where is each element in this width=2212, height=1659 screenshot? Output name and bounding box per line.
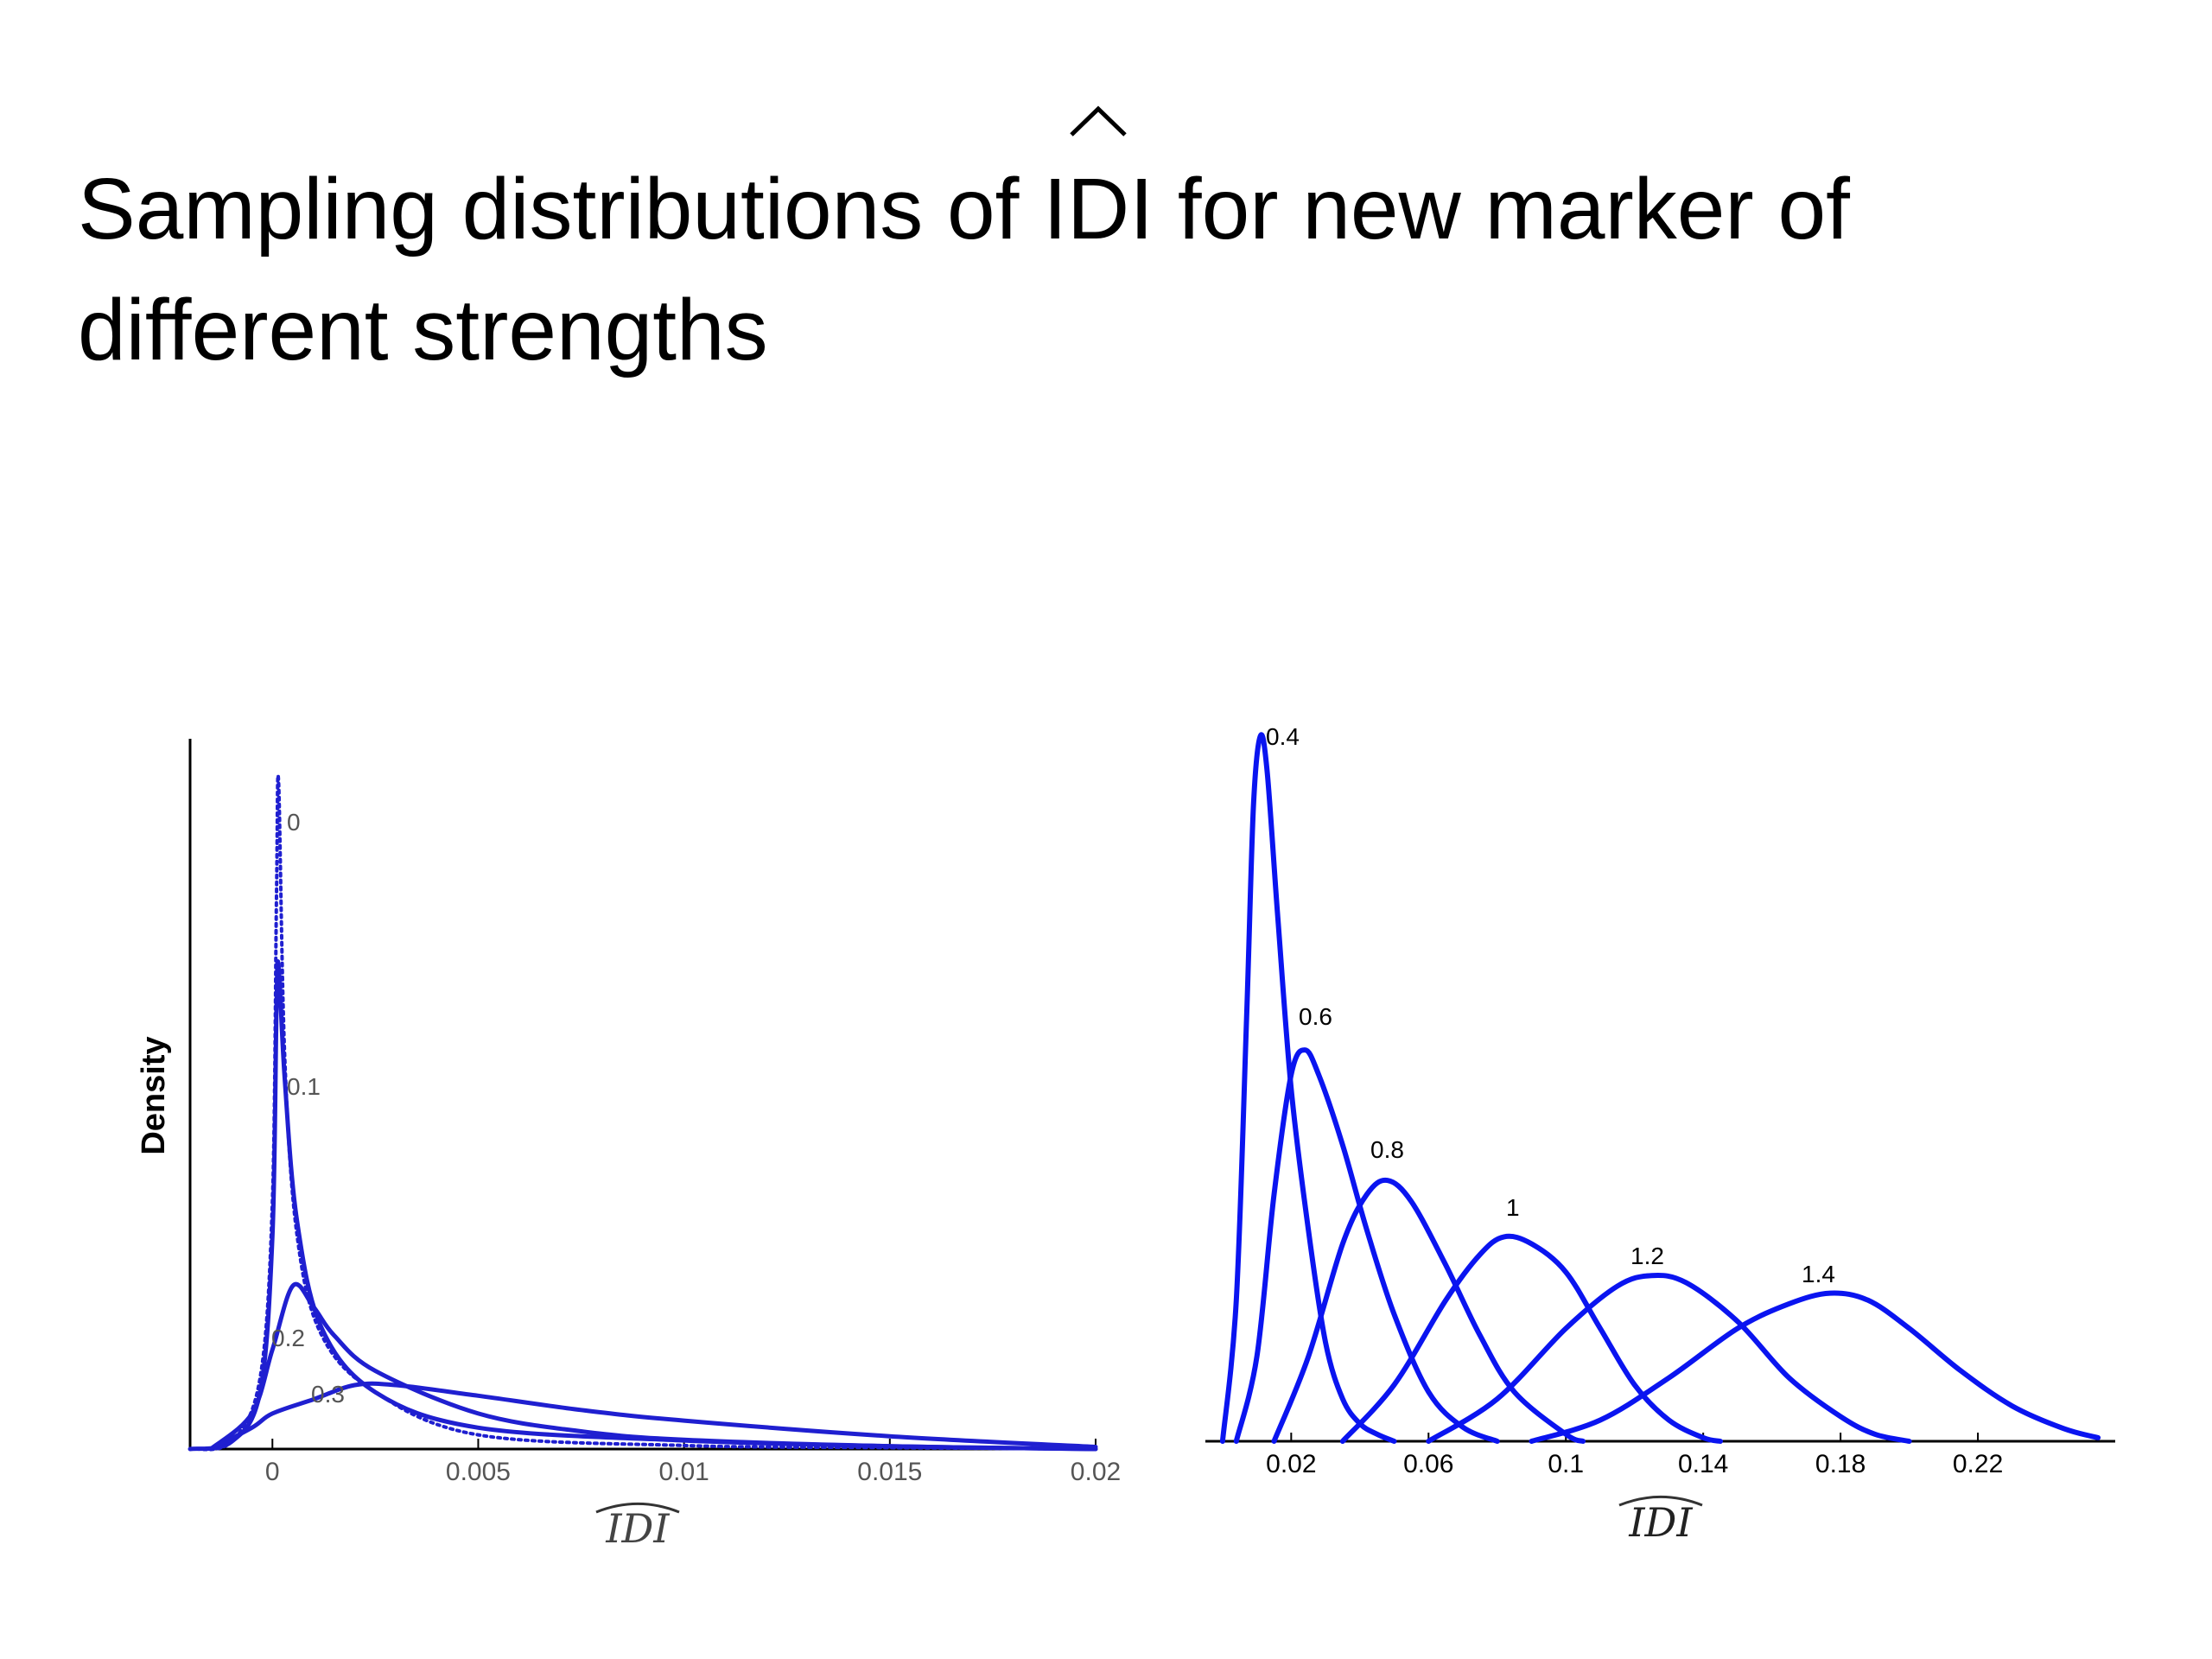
curve-label: 0.2: [271, 1325, 305, 1351]
curve-0.3: [208, 1381, 1098, 1452]
curve-0: [188, 773, 1097, 1452]
curve-1: [1339, 1233, 1723, 1444]
curve-label: 0.4: [1266, 723, 1300, 750]
curve-0.6: [1233, 1047, 1500, 1444]
curve-1.2: [1426, 1272, 1912, 1444]
curve-1.4: [1529, 1290, 2101, 1444]
x-tick-label: 0.18: [1815, 1450, 1866, 1478]
x-tick-label: 0.02: [1266, 1450, 1316, 1478]
slide-title-part1: Sampling distributions of: [78, 161, 1044, 257]
slide-title-part2: for new marker of different strengths: [78, 161, 1850, 378]
curve-label: 1.4: [1802, 1261, 1835, 1287]
hat-accent-icon: [1070, 105, 1127, 137]
curve-label: 0: [287, 809, 301, 836]
curve-0.4: [1219, 732, 1397, 1444]
x-tick-label: 0.22: [1953, 1450, 2003, 1478]
slide-title: Sampling distributions of IDI for new ma…: [78, 105, 2134, 391]
curve-0.8: [1271, 1177, 1586, 1444]
curve-label: 0.3: [311, 1381, 345, 1408]
x-tick-label: 0.06: [1403, 1450, 1453, 1478]
curve-label: 1: [1506, 1194, 1520, 1221]
curve-0.1: [188, 959, 1098, 1452]
curve-label: 0.1: [287, 1073, 321, 1100]
x-axis-title-hat: [595, 1502, 680, 1514]
slide-title-idi-text: IDI: [1043, 161, 1154, 257]
slide-title-idi: IDI: [1043, 105, 1154, 270]
curve-label: 0.6: [1299, 1003, 1332, 1030]
curve-label: 1.2: [1630, 1243, 1664, 1269]
x-axis-title: IDI: [605, 1505, 670, 1552]
x-tick-label: 0.015: [857, 1458, 922, 1486]
x-tick-label: 0.02: [1071, 1458, 1121, 1486]
x-tick-label: 0: [265, 1458, 280, 1486]
left-chart: 0 0.005 0.01 0.015 0.02 0 0.1 0.2 0.3 Density IDI: [136, 739, 1121, 1552]
curve-label: 0.8: [1370, 1136, 1404, 1163]
x-axis-title: IDI: [1628, 1499, 1693, 1546]
right-chart: 0.02 0.06 0.1 0.14 0.18 0.22 0.4 0.6 0.8 1 1.2 1.4 I…: [1205, 723, 2115, 1546]
curve-0.2: [208, 1281, 1098, 1452]
x-tick-label: 0.1: [1548, 1450, 1584, 1478]
y-axis-title: Density: [136, 1036, 172, 1154]
x-axis-title-hat: [1618, 1495, 1703, 1507]
x-tick-label: 0.005: [446, 1458, 511, 1486]
x-tick-label: 0.14: [1678, 1450, 1728, 1478]
x-tick-label: 0.01: [658, 1458, 709, 1486]
